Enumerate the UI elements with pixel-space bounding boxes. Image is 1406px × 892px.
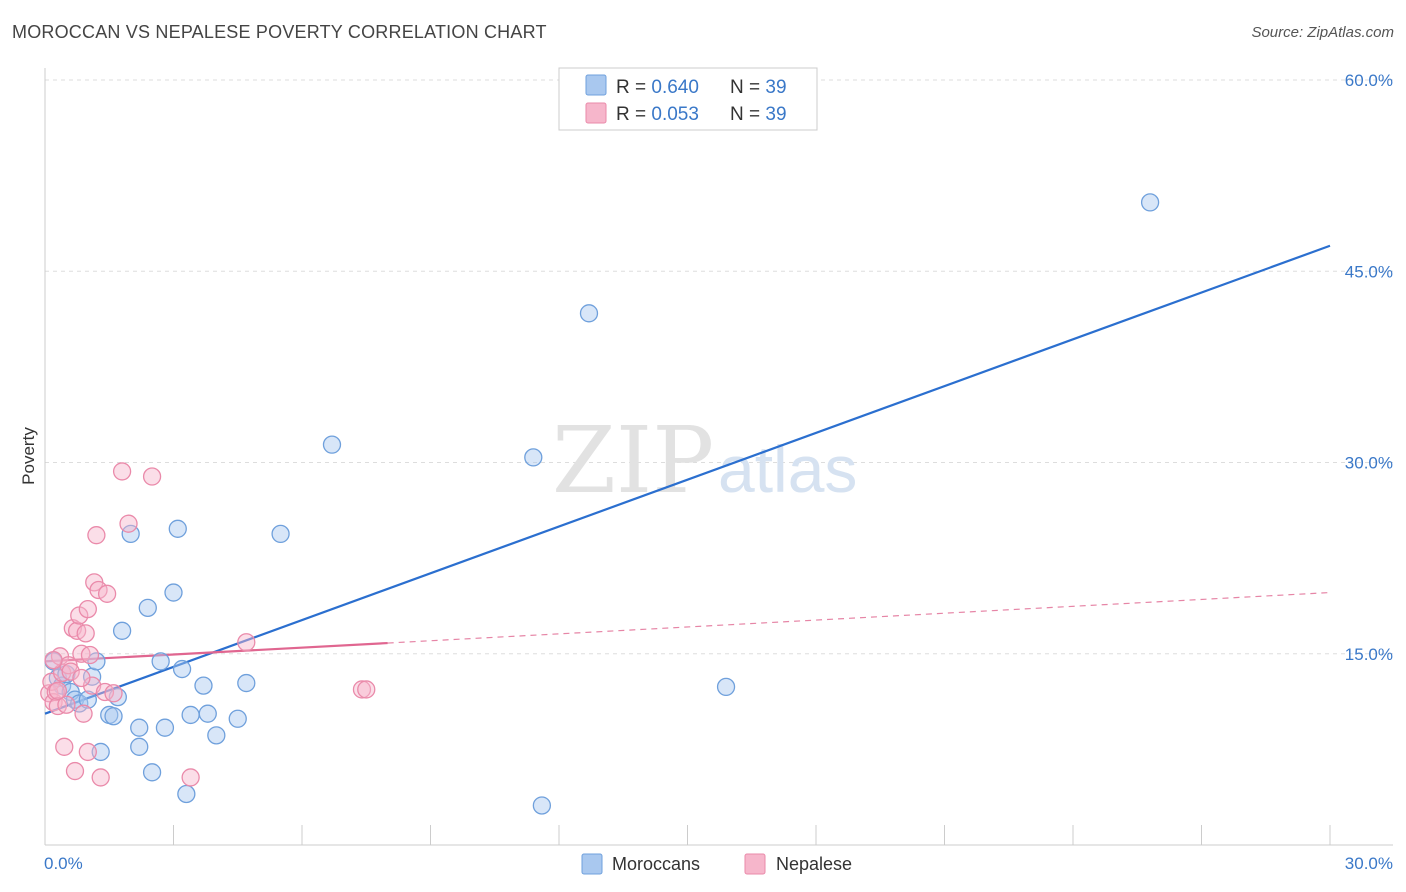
data-point-nepalese [89,580,108,600]
trend-line-nepalese-dashed [387,591,1331,644]
legend-n-label: N = [730,77,765,98]
series-nepalese-points [40,462,376,787]
data-point-nepalese [97,584,117,603]
axes [44,68,1393,846]
data-point-nepalese [61,662,80,681]
data-point-moroccans [198,704,217,723]
data-point-nepalese [80,645,100,665]
data-point-moroccans [168,519,187,538]
x-tick-max: 30.0% [1345,854,1393,873]
data-point-nepalese [142,467,162,486]
data-point-moroccans [532,796,552,815]
data-point-nepalese [181,768,200,787]
data-point-nepalese [87,526,106,545]
data-point-nepalese [352,680,372,699]
y-axis-label: Poverty [19,427,38,485]
y-tick-label: 30.0% [1345,454,1393,473]
data-point-moroccans [104,707,123,726]
data-point-nepalese [74,704,93,723]
data-point-nepalese [91,768,110,787]
legend-n-value: 39 [765,77,786,98]
trend-lines [44,244,1331,715]
data-point-nepalese [112,462,132,481]
series-label-nepalese: Nepalese [776,854,852,874]
data-point-nepalese [104,684,123,703]
data-point-moroccans [112,621,132,640]
y-tick-label: 15.0% [1345,645,1393,664]
series-legend: Moroccans Nepalese [581,853,852,875]
legend-r-label: R = [616,77,651,98]
y-tick-label: 45.0% [1345,262,1393,281]
data-point-moroccans [228,709,247,728]
data-point-moroccans [237,673,256,693]
legend-row-nepalese: R = 0.053 [616,104,699,125]
data-point-nepalese [78,742,97,762]
legend-n-moroccans: N = 39 [730,77,787,98]
data-point-moroccans [91,742,110,762]
data-point-nepalese [76,624,95,643]
x-tick-min: 0.0% [44,854,83,873]
legend-n-value: 39 [765,104,786,125]
data-point-moroccans [524,448,543,467]
series-swatch-nepalese [744,853,766,875]
series-label-moroccans: Moroccans [612,854,700,874]
trend-line-moroccans [44,244,1331,715]
data-point-moroccans [322,435,342,454]
trend-line-nepalese-solid [44,641,388,663]
data-point-moroccans [207,726,226,745]
source-credit: Source: ZipAtlas.com [1251,24,1394,41]
data-point-moroccans [78,690,97,709]
data-point-moroccans [155,718,175,737]
data-point-nepalese [78,599,97,619]
chart-title: MOROCCAN VS NEPALESE POVERTY CORRELATION… [12,22,547,42]
data-point-moroccans [579,304,599,323]
data-point-moroccans [177,784,196,804]
data-point-moroccans [130,718,149,737]
legend-swatch-moroccans [585,74,607,96]
watermark: ZIP atlas [552,407,857,514]
grid-lines [45,79,1393,655]
y-tick-labels: 15.0% 30.0% 45.0% 60.0% [1345,71,1393,664]
data-point-nepalese [44,650,63,670]
data-point-moroccans [1140,193,1160,212]
data-point-nepalese [55,737,74,756]
legend-n-label: N = [730,104,765,125]
correlation-legend: R = 0.640 N = 39 R = 0.053 N = 39 [558,67,818,131]
data-point-nepalese [65,761,85,781]
data-point-moroccans [142,763,162,782]
data-point-nepalese [119,514,138,533]
series-swatch-moroccans [581,853,603,875]
legend-swatch-nepalese [585,102,607,124]
data-point-nepalese [357,680,376,699]
data-point-nepalese [57,695,76,714]
data-point-moroccans [151,652,170,671]
data-point-nepalese [237,633,256,652]
data-point-moroccans [164,583,183,602]
legend-r-value: 0.053 [651,104,699,125]
data-point-moroccans [130,737,149,756]
data-point-moroccans [194,676,213,695]
legend-n-nepalese: N = 39 [730,104,787,125]
watermark-zip: ZIP [552,407,714,514]
legend-r-value: 0.640 [651,77,699,98]
y-tick-label: 60.0% [1345,71,1393,90]
legend-r-label: R = [616,104,651,125]
data-point-moroccans [172,659,192,679]
data-point-moroccans [138,598,157,617]
data-point-nepalese [72,668,91,688]
legend-row-moroccans: R = 0.640 [616,77,699,98]
data-point-moroccans [181,705,200,725]
data-point-moroccans [271,524,290,544]
data-point-nepalese [48,681,67,700]
data-point-moroccans [716,677,736,697]
series-moroccans-points [44,193,1160,815]
data-points [40,193,1160,815]
